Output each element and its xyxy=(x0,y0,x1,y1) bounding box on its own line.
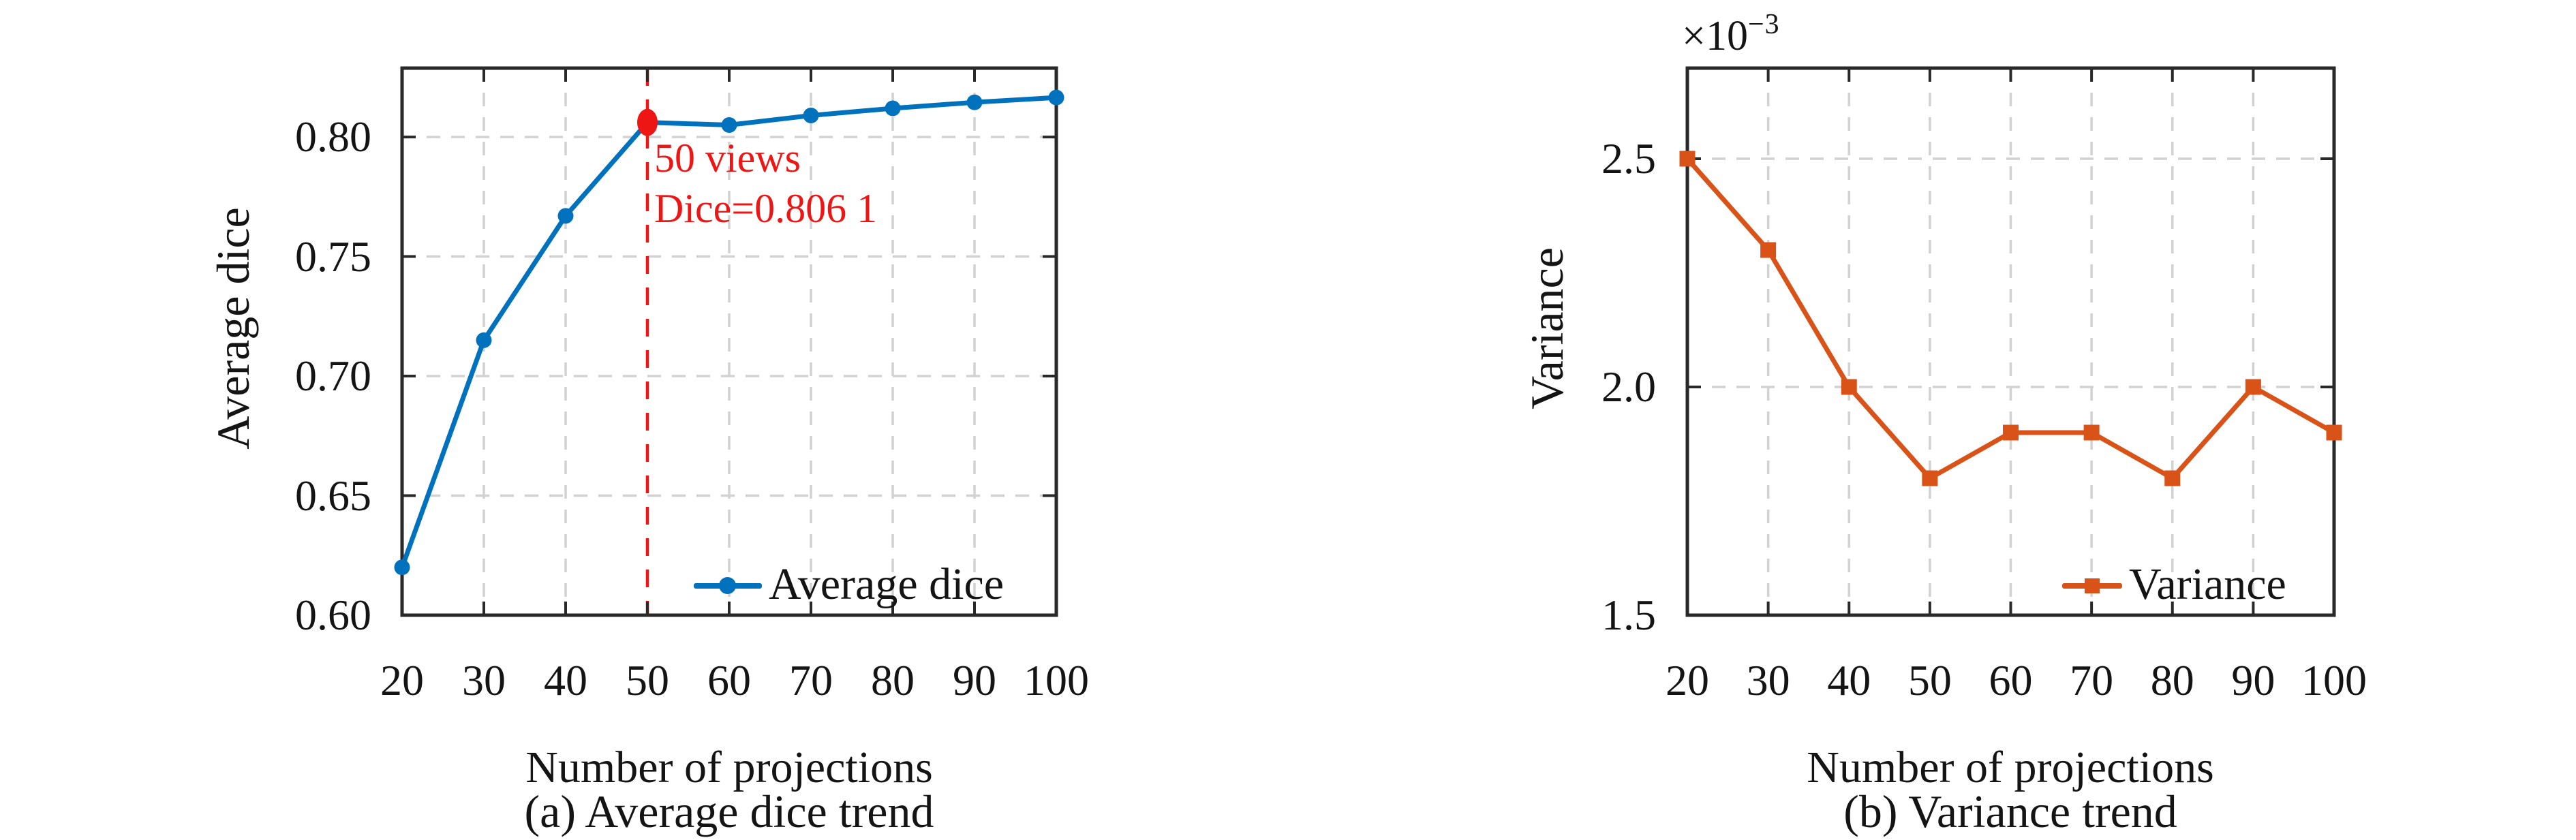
x-axis-label-b: Number of projections xyxy=(1807,743,2214,792)
x-tick-label-b: 90 xyxy=(2231,656,2275,704)
x-tick-label-b: 80 xyxy=(2150,656,2194,704)
square-marker xyxy=(1760,242,1777,258)
x-tick-label-a: 80 xyxy=(871,656,915,704)
x-tick-label-b: 40 xyxy=(1827,656,1871,704)
y-tick-label-a: 0.65 xyxy=(295,471,371,520)
x-tick-label-a: 20 xyxy=(380,656,424,704)
caption-b: (b) Variance trend xyxy=(1843,785,2177,837)
x-tick-label-b: 60 xyxy=(1989,656,2033,704)
x-tick-label-a: 100 xyxy=(1024,656,1089,704)
y-tick-label-b: 2.0 xyxy=(1601,362,1656,411)
square-marker xyxy=(2326,424,2342,441)
series-markers-a xyxy=(394,89,1064,576)
circle-marker xyxy=(394,559,410,576)
square-marker xyxy=(2003,424,2019,441)
x-tick-label-a: 30 xyxy=(462,656,506,704)
plot-area-variance xyxy=(1679,66,2342,617)
circle-marker xyxy=(1048,89,1064,106)
annotation-dice-value: Dice=0.806 1 xyxy=(654,186,878,231)
square-marker xyxy=(1679,151,1696,167)
x-tick-label-a: 40 xyxy=(544,656,587,704)
circle-marker xyxy=(966,94,983,110)
annotation-point xyxy=(637,108,658,136)
offset-exponent: −3 xyxy=(1747,9,1780,40)
x-tick-label-b: 100 xyxy=(2301,656,2367,704)
caption-a: (a) Average dice trend xyxy=(524,785,934,837)
legend-label-b: Variance xyxy=(2129,559,2286,609)
x-tick-label-b: 50 xyxy=(1907,656,1952,704)
x-tick-label-a: 90 xyxy=(953,656,996,704)
series-markers-b xyxy=(1679,151,2342,486)
x-tick-label-b: 30 xyxy=(1746,656,1790,704)
y-tick-label-a: 0.80 xyxy=(295,112,371,161)
square-marker xyxy=(1841,379,1857,395)
gridlines xyxy=(1687,68,2334,615)
legend-square-marker-b xyxy=(2085,578,2100,593)
square-marker xyxy=(2083,424,2100,441)
square-marker xyxy=(2164,470,2181,486)
x-axis-label-a: Number of projections xyxy=(525,743,933,792)
x-tick-label-b: 70 xyxy=(2070,656,2114,704)
y-axis-label-variance: Variance xyxy=(1521,247,1573,409)
y-tick-label-a: 0.75 xyxy=(295,232,371,281)
y-tick-label-b: 1.5 xyxy=(1601,591,1656,639)
circle-marker xyxy=(721,117,737,134)
y-axis-offset-text: ×10−3 xyxy=(1682,9,1780,65)
circle-marker xyxy=(476,332,492,348)
x-tick-label-a: 50 xyxy=(626,656,669,704)
circle-marker xyxy=(803,107,819,123)
square-marker xyxy=(2245,379,2261,395)
square-marker xyxy=(1922,470,1938,486)
x-tick-label-a: 60 xyxy=(707,656,751,704)
y-tick-label-a: 0.70 xyxy=(295,352,371,401)
circle-marker xyxy=(557,208,574,224)
tick-marks xyxy=(401,68,1058,617)
x-tick-label-a: 70 xyxy=(789,656,833,704)
legend-circle-marker-a xyxy=(719,577,736,594)
circle-marker xyxy=(885,100,901,116)
offset-base: ×10 xyxy=(1682,13,1748,59)
y-tick-label-a: 0.60 xyxy=(295,591,371,639)
annotation-50-views: 50 views xyxy=(654,136,801,181)
y-tick-label-b: 2.5 xyxy=(1601,134,1656,183)
x-tick-label-b: 20 xyxy=(1666,656,1709,704)
legend-label-a: Average dice xyxy=(769,559,1005,609)
plot-area-average-dice xyxy=(394,66,1064,617)
